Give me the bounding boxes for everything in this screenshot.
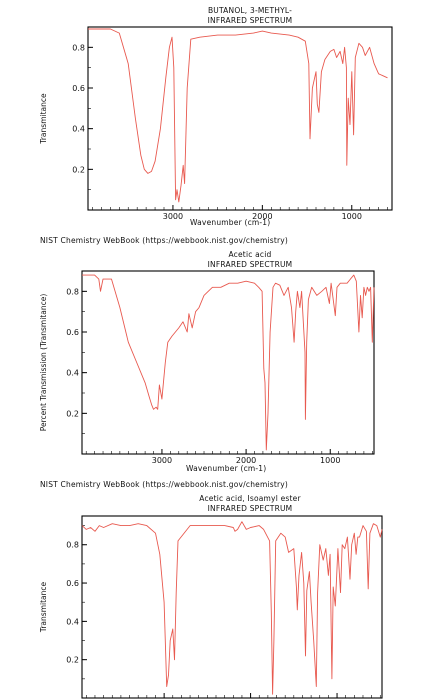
- y-tick-label: 0.8: [66, 287, 79, 296]
- x-tick-label: 3000: [152, 456, 172, 465]
- y-axis-label: Percent Transmission (Transmitance): [39, 294, 48, 432]
- y-axis-label: Transmitance: [39, 93, 48, 145]
- chart2-xlabel: Wavenumber (cm-1): [186, 464, 267, 473]
- spectrum-line: [88, 28, 388, 203]
- plot-frame: [81, 270, 375, 455]
- chart-1: 0.2 0.4 0.6 0.8 3000 2000 1000 Transmitance: [39, 26, 393, 221]
- y-tick-label: 0.4: [72, 125, 85, 134]
- chart3-title: Acetic acid, Isoamyl ester: [199, 494, 301, 503]
- chart1-title: BUTANOL, 3-METHYL-: [207, 6, 293, 15]
- chart1-xlabel: Wavenumber (cm-1): [190, 218, 271, 227]
- plot-frame: [81, 515, 383, 699]
- x-tick-label: 1000: [342, 212, 362, 221]
- x-tick-label: 1000: [320, 456, 340, 465]
- y-tick-label: 0.2: [66, 409, 79, 418]
- plot-frame: [87, 26, 393, 211]
- y-tick-label: 0.4: [66, 617, 79, 626]
- y-tick-label: 0.8: [72, 43, 85, 52]
- y-tick-label: 0.2: [72, 165, 85, 174]
- chart1-subtitle: INFRARED SPECTRUM: [207, 16, 293, 25]
- chart2-subtitle: INFRARED SPECTRUM: [207, 260, 293, 269]
- y-axis-label: Transmitance: [39, 582, 48, 634]
- chart2-source: NIST Chemistry WebBook (https://webbook.…: [40, 236, 289, 245]
- x-tick-label: 3000: [163, 212, 183, 221]
- y-tick-label: 0.6: [66, 328, 79, 337]
- x-tick-label: 2000: [236, 456, 256, 465]
- spectrum-line: [81, 521, 383, 695]
- y-tick-label: 0.6: [72, 84, 85, 93]
- chart-3: 0.2 0.4 0.6 0.8 Transmitance: [39, 515, 383, 699]
- y-tick-label: 0.2: [66, 656, 79, 665]
- y-tick-label: 0.4: [66, 369, 79, 378]
- x-tick-label: 2000: [252, 212, 272, 221]
- y-tick-label: 0.8: [66, 541, 79, 550]
- spectrum-line: [82, 274, 375, 451]
- chart2-title: Acetic acid: [228, 250, 272, 259]
- chart-2: 0.2 0.4 0.6 0.8 3000 2000 1000 Percent Transmis…: [39, 270, 375, 465]
- chart3-subtitle: INFRARED SPECTRUM: [207, 504, 293, 513]
- y-tick-label: 0.6: [66, 579, 79, 588]
- chart3-source: NIST Chemistry WebBook (https://webbook.…: [40, 480, 289, 489]
